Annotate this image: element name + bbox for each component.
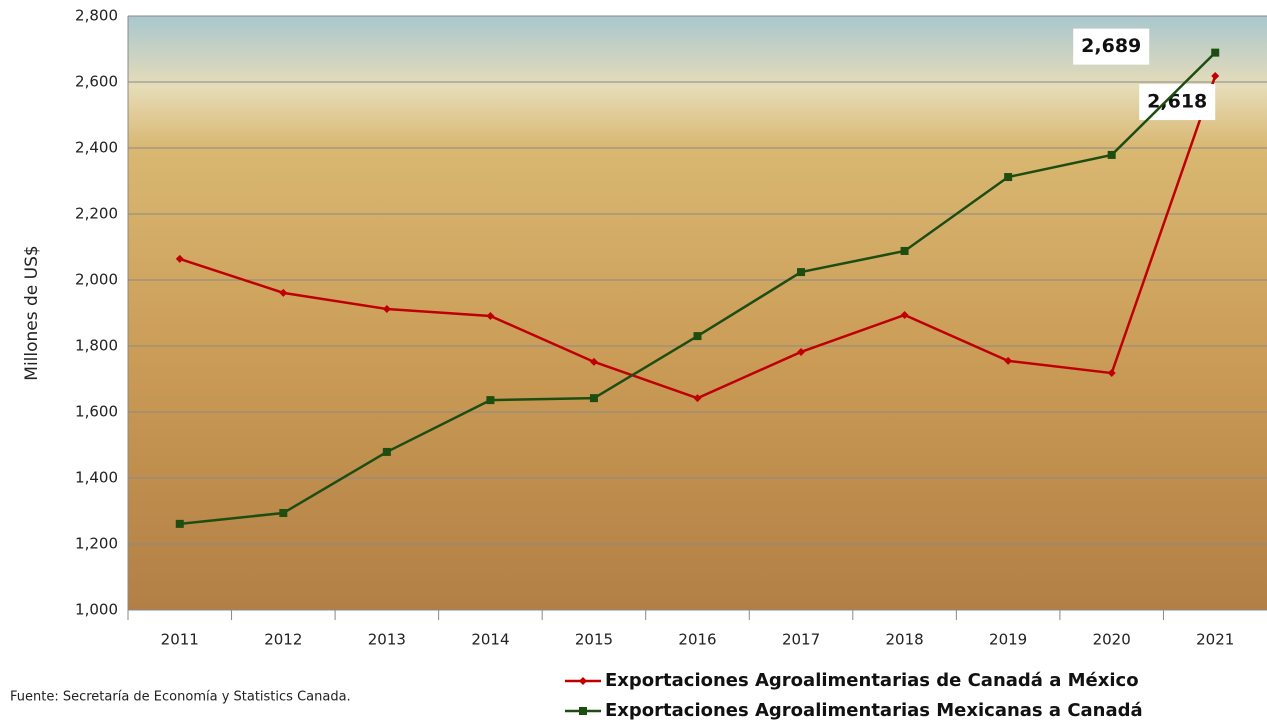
y-axis-label: Millones de US$ <box>22 245 42 380</box>
legend-label: Exportaciones Agroalimentarias Mexicanas… <box>605 700 1143 721</box>
data-point <box>797 268 805 276</box>
data-point <box>486 396 494 404</box>
y-tick-label: 2,800 <box>75 7 118 25</box>
plot-background <box>128 16 1267 610</box>
legend-marker <box>579 707 587 715</box>
x-tick-label: 2011 <box>161 631 199 649</box>
x-tick-label: 2018 <box>885 631 923 649</box>
data-point <box>694 332 702 340</box>
data-point <box>901 247 909 255</box>
y-tick-label: 2,400 <box>75 139 118 157</box>
data-point <box>590 394 598 402</box>
legend-label: Exportaciones Agroalimentarias de Canadá… <box>605 670 1139 691</box>
page: {"chart_data": {"type": "line", "y_label… <box>0 0 1267 722</box>
y-tick-label: 1,000 <box>75 601 118 619</box>
data-point <box>1004 173 1012 181</box>
y-tick-label: 2,200 <box>75 205 118 223</box>
x-tick-label: 2017 <box>782 631 820 649</box>
y-tick-label: 2,600 <box>75 73 118 91</box>
x-tick-label: 2016 <box>678 631 716 649</box>
data-point <box>1211 49 1219 57</box>
x-tick-label: 2012 <box>264 631 302 649</box>
legend-marker <box>579 677 587 685</box>
x-tick-label: 2019 <box>989 631 1027 649</box>
y-tick-label: 1,200 <box>75 535 118 553</box>
x-tick-label: 2015 <box>575 631 613 649</box>
y-tick-label: 1,400 <box>75 469 118 487</box>
data-point <box>176 520 184 528</box>
x-tick-label: 2020 <box>1093 631 1131 649</box>
y-tick-label: 1,600 <box>75 403 118 421</box>
data-point <box>383 448 391 456</box>
data-point <box>279 509 287 517</box>
x-tick-label: 2013 <box>368 631 406 649</box>
source-note: Fuente: Secretaría de Economía y Statist… <box>10 690 351 705</box>
value-label: 2,689 <box>1081 35 1141 57</box>
chart: Millones de US$ Fuente: Secretaría de Ec… <box>0 0 1267 722</box>
data-point <box>1108 151 1116 159</box>
y-tick-label: 1,800 <box>75 337 118 355</box>
x-tick-label: 2021 <box>1196 631 1234 649</box>
x-tick-label: 2014 <box>471 631 509 649</box>
y-tick-label: 2,000 <box>75 271 118 289</box>
